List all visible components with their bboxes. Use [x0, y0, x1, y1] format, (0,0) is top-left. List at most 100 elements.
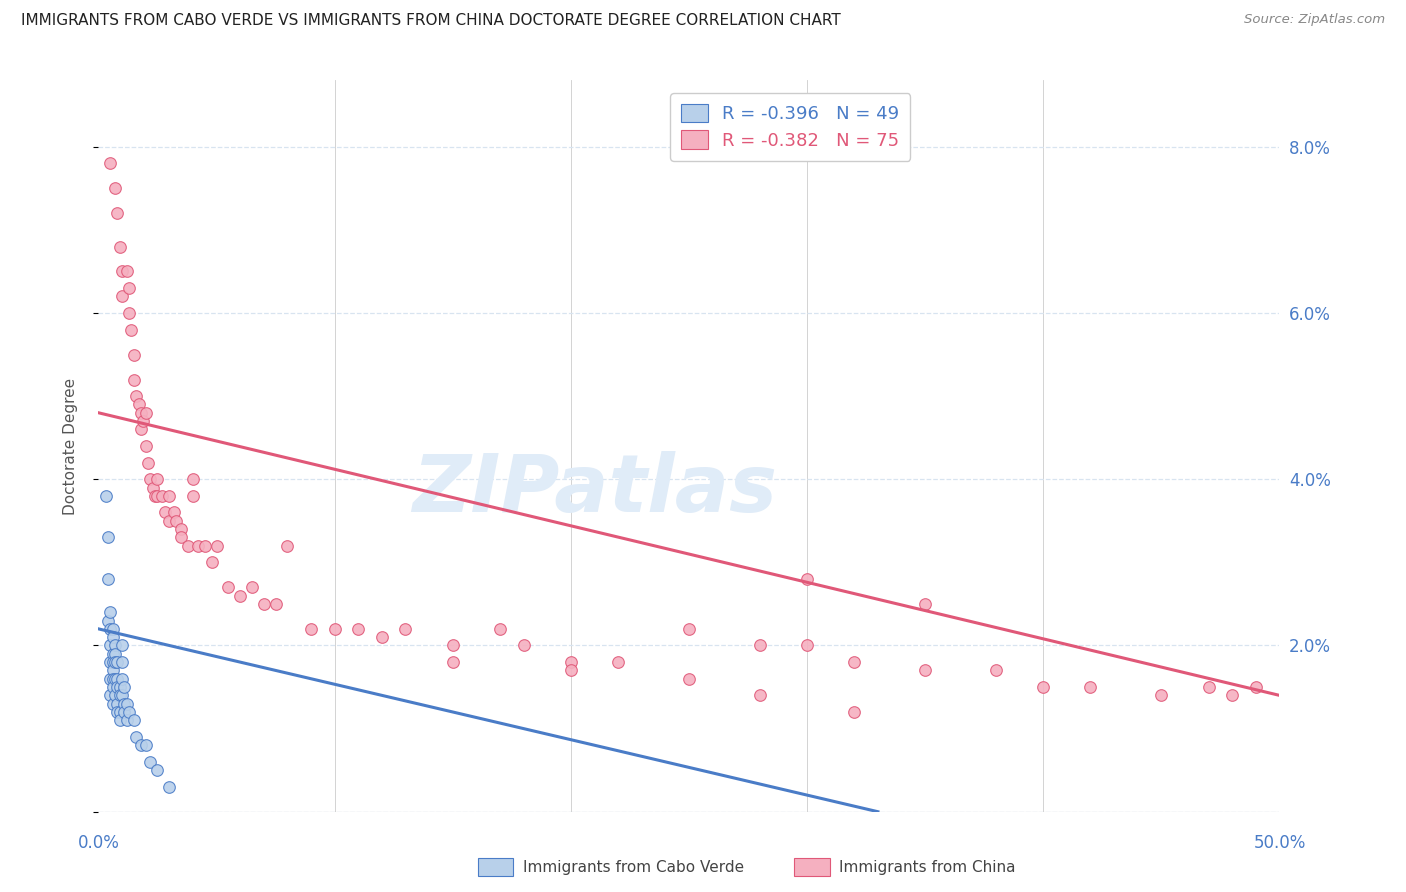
Point	[98, 639, 121, 653]
Point	[844, 655, 866, 669]
Point	[844, 705, 866, 719]
Point	[101, 647, 124, 661]
Point	[796, 639, 818, 653]
Point	[276, 539, 298, 553]
Point	[371, 630, 394, 644]
Point	[181, 472, 204, 486]
Point	[111, 639, 134, 653]
Text: Immigrants from Cabo Verde: Immigrants from Cabo Verde	[523, 860, 744, 874]
Point	[115, 697, 138, 711]
Point	[139, 472, 162, 486]
Point	[748, 639, 770, 653]
Point	[98, 689, 121, 703]
Point	[112, 705, 135, 719]
Point	[105, 655, 128, 669]
Point	[678, 622, 700, 636]
Point	[560, 664, 582, 678]
Point	[101, 664, 124, 678]
Point	[146, 489, 169, 503]
Point	[105, 680, 128, 694]
Point	[748, 689, 770, 703]
Point	[101, 680, 124, 694]
Point	[94, 489, 117, 503]
Point	[105, 206, 128, 220]
Point	[187, 539, 209, 553]
Point	[157, 780, 180, 794]
Point	[163, 506, 186, 520]
Legend: R = -0.396   N = 49, R = -0.382   N = 75: R = -0.396 N = 49, R = -0.382 N = 75	[669, 93, 910, 161]
Point	[108, 705, 131, 719]
Point	[111, 655, 134, 669]
Point	[101, 622, 124, 636]
Point	[1220, 689, 1243, 703]
Point	[105, 672, 128, 686]
Point	[129, 738, 152, 752]
Point	[97, 530, 120, 544]
Point	[108, 714, 131, 728]
Point	[201, 555, 224, 569]
Point	[118, 281, 141, 295]
Point	[1032, 680, 1054, 694]
Point	[111, 264, 134, 278]
Point	[135, 406, 157, 420]
Point	[796, 572, 818, 586]
Point	[253, 597, 276, 611]
Point	[104, 647, 127, 661]
Text: 50.0%: 50.0%	[1253, 834, 1306, 852]
Point	[98, 156, 121, 170]
Point	[394, 622, 416, 636]
Point	[132, 414, 155, 428]
Point	[1244, 680, 1267, 694]
Point	[104, 689, 127, 703]
Point	[441, 639, 464, 653]
Point	[101, 697, 124, 711]
Point	[914, 597, 936, 611]
Point	[112, 680, 135, 694]
Point	[121, 323, 143, 337]
Point	[98, 655, 121, 669]
Point	[101, 630, 124, 644]
Point	[98, 672, 121, 686]
Point	[264, 597, 287, 611]
Point	[125, 730, 148, 744]
Point	[205, 539, 228, 553]
Point	[157, 514, 180, 528]
Text: Source: ZipAtlas.com: Source: ZipAtlas.com	[1244, 13, 1385, 27]
Point	[122, 372, 145, 386]
Point	[115, 264, 138, 278]
Point	[101, 672, 124, 686]
Point	[177, 539, 200, 553]
Point	[97, 572, 120, 586]
Point	[135, 738, 157, 752]
Point	[229, 589, 252, 603]
Point	[108, 239, 131, 253]
Point	[104, 655, 127, 669]
Point	[108, 689, 131, 703]
Point	[143, 489, 166, 503]
Point	[125, 389, 148, 403]
Point	[111, 672, 134, 686]
Point	[607, 655, 630, 669]
Point	[299, 622, 322, 636]
Point	[240, 580, 263, 594]
Point	[111, 689, 134, 703]
Point	[98, 605, 121, 619]
Point	[139, 755, 162, 769]
Point	[142, 481, 165, 495]
Point	[128, 397, 150, 411]
Point	[129, 406, 152, 420]
Point	[111, 289, 134, 303]
Point	[105, 697, 128, 711]
Point	[914, 664, 936, 678]
Point	[122, 347, 145, 362]
Point	[441, 655, 464, 669]
Point	[512, 639, 534, 653]
Point	[101, 655, 124, 669]
Point	[98, 622, 121, 636]
Point	[323, 622, 346, 636]
Point	[118, 705, 141, 719]
Text: ZIPatlas: ZIPatlas	[412, 450, 778, 529]
Point	[136, 456, 159, 470]
Point	[115, 714, 138, 728]
Point	[105, 705, 128, 719]
